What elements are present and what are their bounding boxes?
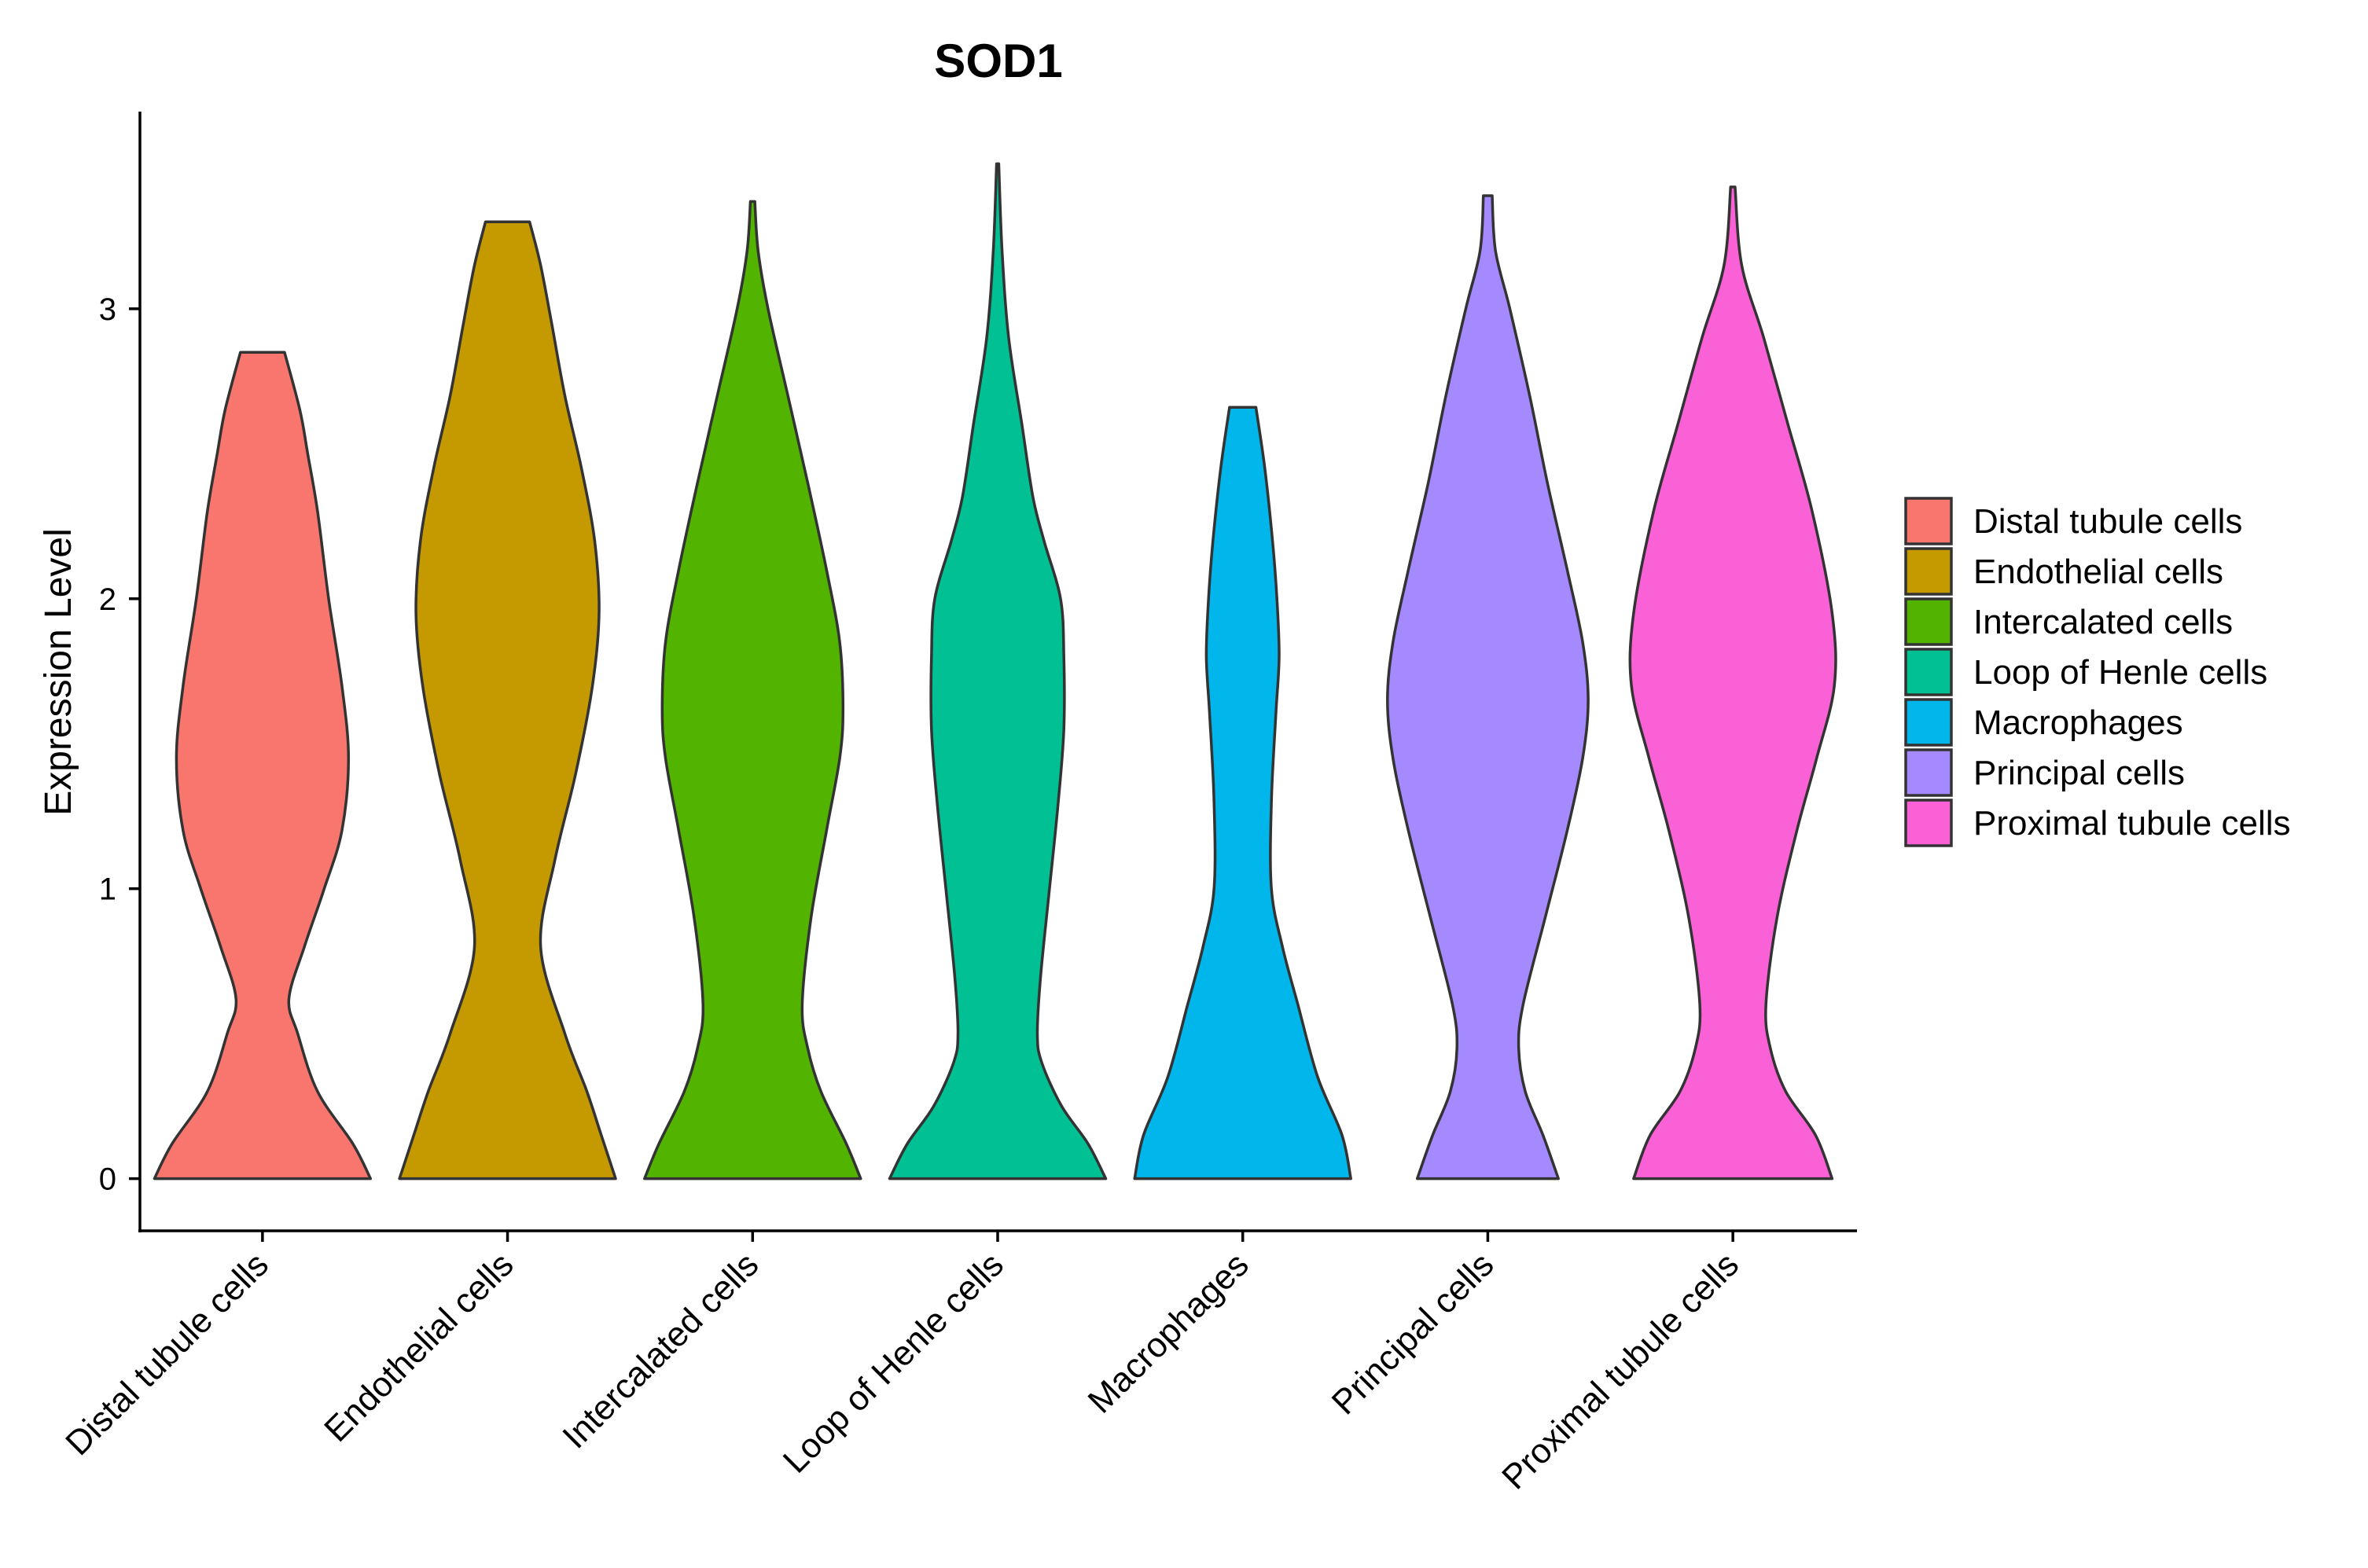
violin-distal-tubule-cells xyxy=(153,351,373,1181)
y-tick-label-0: 0 xyxy=(99,1162,116,1197)
x-tick-label-endothelial-cells: Endothelial cells xyxy=(317,1245,520,1449)
legend-label-distal-tubule-cells: Distal tubule cells xyxy=(1973,502,2242,541)
violin-macrophages xyxy=(1133,406,1352,1181)
x-axis-ticks: Distal tubule cells Endothelial cells Inte… xyxy=(58,1231,1746,1496)
y-tick-label-2: 2 xyxy=(99,582,116,617)
legend-key-distal-tubule-cells xyxy=(1904,497,1953,545)
violin-loop-of-henle-cells xyxy=(888,162,1108,1181)
chart-title: SOD1 xyxy=(934,35,1062,87)
legend: Distal tubule cells Endothelial cells Inte… xyxy=(1904,497,2291,847)
legend-key-loop-of-henle-cells xyxy=(1904,648,1953,696)
y-axis-title: Expression Level xyxy=(38,528,79,816)
violin-principal-cells xyxy=(1386,194,1590,1181)
violin-intercalated-cells xyxy=(643,200,862,1181)
legend-label-endothelial-cells: Endothelial cells xyxy=(1973,553,2223,591)
violins-group xyxy=(153,162,1837,1181)
x-tick-label-principal-cells: Principal cells xyxy=(1325,1245,1502,1422)
x-tick-label-distal-tubule-cells: Distal tubule cells xyxy=(58,1245,276,1463)
legend-key-macrophages xyxy=(1904,698,1953,747)
x-tick-label-macrophages: Macrophages xyxy=(1081,1245,1256,1420)
legend-label-macrophages: Macrophages xyxy=(1973,703,2183,742)
y-tick-label-1: 1 xyxy=(99,872,116,907)
legend-label-loop-of-henle-cells: Loop of Henle cells xyxy=(1973,653,2267,692)
legend-label-proximal-tubule-cells: Proximal tubule cells xyxy=(1973,804,2291,843)
x-tick-label-proximal-tubule-cells: Proximal tubule cells xyxy=(1495,1245,1746,1496)
legend-label-principal-cells: Principal cells xyxy=(1973,754,2185,792)
x-tick-label-loop-of-henle-cells: Loop of Henle cells xyxy=(776,1245,1011,1480)
legend-key-intercalated-cells xyxy=(1904,597,1953,646)
legend-key-principal-cells xyxy=(1904,748,1953,797)
y-tick-label-3: 3 xyxy=(99,292,116,327)
legend-key-endothelial-cells xyxy=(1904,547,1953,596)
legend-key-proximal-tubule-cells xyxy=(1904,799,1953,847)
legend-label-intercalated-cells: Intercalated cells xyxy=(1973,603,2233,641)
x-tick-label-intercalated-cells: Intercalated cells xyxy=(555,1245,766,1456)
y-axis-ticks: 0 1 2 3 xyxy=(99,292,140,1197)
violin-endothelial-cells xyxy=(398,220,617,1181)
violin-proximal-tubule-cells xyxy=(1628,185,1837,1181)
